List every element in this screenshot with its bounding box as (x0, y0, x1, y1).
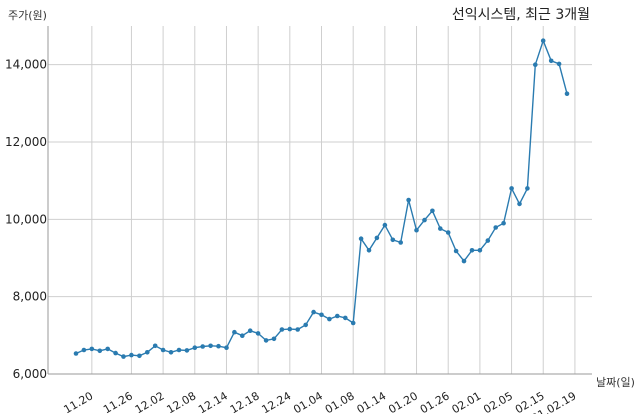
data-point (533, 62, 538, 67)
data-point (208, 343, 213, 349)
data-point (525, 186, 530, 191)
data-point (73, 351, 79, 356)
data-point (327, 316, 332, 322)
y-tick-label: 14,000 (5, 58, 47, 72)
data-point (97, 348, 103, 354)
data-point (509, 186, 514, 191)
data-point (176, 347, 182, 353)
data-point (184, 348, 190, 353)
x-tick-label: 12.24 (260, 389, 294, 414)
data-point (192, 345, 198, 351)
data-point (422, 217, 427, 223)
x-tick-label: 01.20 (386, 389, 420, 414)
data-point (263, 338, 269, 343)
x-tick-label: 01.08 (323, 389, 357, 414)
y-tick-label: 6,000 (13, 367, 47, 381)
data-point (382, 222, 388, 228)
x-tick-label: 01.14 (355, 389, 389, 414)
data-point (255, 331, 261, 336)
data-point (461, 258, 467, 264)
data-point (469, 248, 475, 253)
data-point (540, 38, 546, 43)
x-tick-label: 12.18 (228, 389, 262, 414)
data-point (406, 197, 411, 203)
data-point (477, 248, 483, 253)
chart-title: 선익시스템, 최근 3개월 (452, 7, 590, 23)
data-point (152, 343, 158, 349)
data-point (232, 329, 237, 335)
data-point (105, 346, 110, 352)
x-tick-label: 11.26 (101, 389, 135, 414)
data-point (517, 201, 522, 207)
data-point (366, 248, 372, 253)
data-point (438, 226, 443, 231)
data-point (374, 235, 380, 241)
data-point (224, 345, 229, 351)
data-point (430, 208, 435, 214)
data-point (89, 346, 95, 352)
data-point (168, 350, 174, 355)
data-point (271, 336, 277, 342)
y-axis-label: 주가(원) (8, 9, 47, 22)
data-point (343, 315, 348, 321)
data-point (556, 61, 562, 67)
grid-lines (47, 26, 592, 375)
x-tick-label: 12.02 (133, 389, 167, 414)
data-point (160, 347, 166, 353)
data-point (414, 227, 419, 233)
x-ticks: 11.20 11.2612.0212.0812.1412.1812.2401.04… (62, 389, 579, 414)
data-point (287, 326, 293, 332)
data-point (247, 328, 253, 334)
x-axis-label: 날짜(일) (596, 375, 635, 389)
price-series-points (73, 38, 570, 359)
x-tick-label: 12.14 (196, 389, 230, 414)
x-tick-label: 02.01 (450, 389, 484, 414)
data-point (445, 230, 451, 235)
y-tick-label: 12,000 (5, 135, 47, 149)
data-point (493, 225, 499, 230)
x-tick-label: 01.26 (418, 389, 452, 414)
data-point (216, 343, 221, 349)
data-point (319, 312, 324, 318)
data-point (335, 313, 340, 319)
x-tick-label: 02.05 (481, 389, 515, 414)
x-tick-label: 01.04 (291, 389, 325, 414)
data-point (453, 248, 459, 254)
data-point (121, 354, 126, 359)
data-point (129, 352, 134, 358)
x-tick-label: 12.08 (165, 389, 199, 414)
data-point (564, 91, 570, 96)
data-point (311, 309, 316, 315)
y-tick-label: 10,000 (5, 212, 47, 226)
data-point (81, 347, 87, 353)
data-point (485, 238, 491, 243)
data-point (295, 327, 301, 332)
data-point (137, 353, 142, 359)
data-point (358, 236, 364, 241)
data-point (501, 220, 506, 226)
data-point (303, 322, 309, 328)
data-point (240, 333, 245, 339)
y-tick-label: 8,000 (13, 290, 47, 304)
y-ticks: 6,000 8,000 10,000 12,000 14,000 (5, 58, 47, 381)
data-point (145, 350, 150, 355)
x-tick-label: 11.20 (62, 389, 96, 414)
data-point (200, 344, 205, 349)
data-point (390, 237, 396, 243)
data-point (350, 320, 356, 326)
data-point (279, 327, 285, 332)
data-point (113, 350, 118, 356)
data-point (548, 58, 554, 64)
data-point (398, 240, 404, 245)
